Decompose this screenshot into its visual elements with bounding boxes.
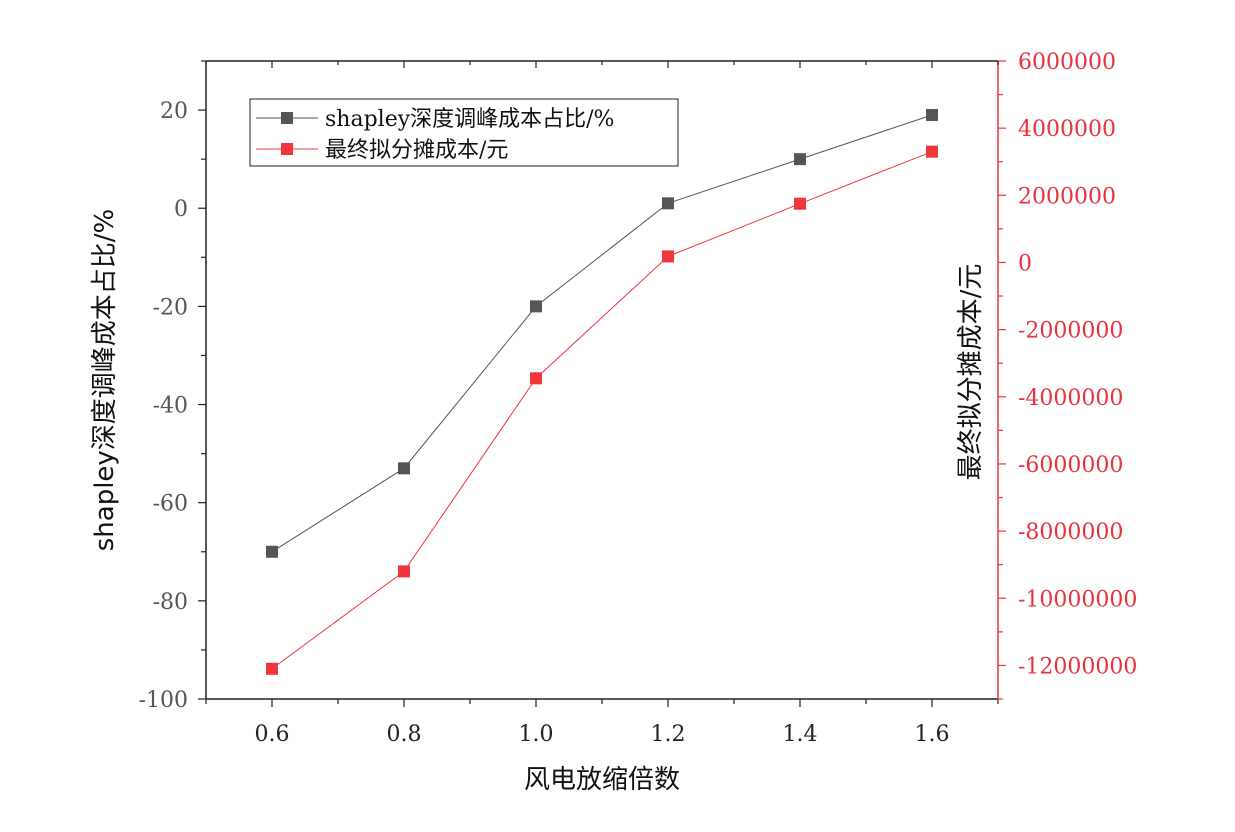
series-layer [266, 108, 938, 675]
series-line-1 [271, 114, 933, 553]
legend-label-series-1: shapley深度调峰成本占比/% [325, 107, 614, 132]
series-2-point [530, 372, 542, 385]
legend-box [249, 98, 679, 167]
x-tick-label: 1.2 [651, 722, 686, 747]
x-tick-label: 1.0 [519, 722, 554, 747]
series-1-point [266, 545, 278, 558]
x-axis-label: 风电放缩倍数 [524, 765, 680, 795]
y-right-tick-label: -4000000 [1018, 386, 1123, 411]
left-y-axis-label: shapley深度调峰成本占比/% [90, 209, 120, 552]
y-right-tick-label: -2000000 [1018, 319, 1123, 344]
series-line-2 [271, 151, 933, 670]
series-2-point [266, 662, 278, 675]
series-2-point [794, 197, 806, 210]
series-1-point [530, 300, 542, 313]
x-tick-label: 1.6 [915, 722, 950, 747]
x-tick-label: 0.8 [387, 722, 422, 747]
legend: shapley深度调峰成本占比/% 最终拟分摊成本/元 [249, 98, 679, 167]
series-2-point [926, 145, 938, 158]
y-right-tick-label: -8000000 [1018, 520, 1123, 545]
series-2-point [662, 250, 674, 263]
legend-label-series-2: 最终拟分摊成本/元 [325, 138, 508, 163]
x-tick-label: 1.4 [783, 722, 818, 747]
series-1-point [398, 462, 410, 475]
y-right-tick-label: 2000000 [1018, 184, 1116, 209]
y-right-tick-label: -6000000 [1018, 453, 1123, 478]
y-left-tick-label: -60 [153, 492, 188, 517]
legend-marker-series-2 [281, 143, 293, 155]
series-1-point [794, 153, 806, 166]
series-2-point [398, 565, 410, 578]
y-left-tick-label: 0 [174, 197, 188, 222]
y-left-tick-label: -20 [153, 295, 188, 320]
y-right-tick-label: -12000000 [1018, 654, 1137, 679]
y-left-tick-label: 20 [160, 99, 188, 124]
x-axis-ticks: 0.6 0.8 1.0 1.2 1.4 1.6 [205, 61, 999, 747]
left-y-axis-ticks: 20 0 -20 -40 -60 -80 -100 [139, 60, 206, 713]
y-right-tick-label: -10000000 [1018, 587, 1137, 612]
series-1-point [926, 108, 938, 121]
right-y-axis-ticks: 6000000 4000000 2000000 0 -2000000 -4000000 -6… [998, 50, 1137, 700]
y-right-tick-label: 6000000 [1018, 50, 1116, 75]
y-left-tick-label: -80 [153, 590, 188, 615]
y-right-tick-label: 0 [1018, 251, 1032, 276]
right-y-axis-label: 最终拟分摊成本/元 [956, 264, 986, 481]
legend-marker-series-1 [281, 112, 293, 124]
y-left-tick-label: -100 [139, 688, 188, 713]
y-left-tick-label: -40 [153, 394, 188, 419]
y-right-tick-label: 4000000 [1018, 117, 1116, 142]
series-1-point [662, 197, 674, 210]
x-tick-label: 0.6 [255, 722, 290, 747]
